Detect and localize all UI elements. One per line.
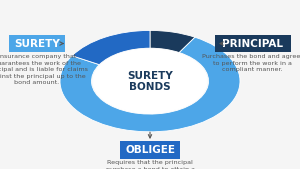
FancyBboxPatch shape [9, 35, 64, 52]
Text: Requires that the principal
purchase a bond to attain a
license or perform a ser: Requires that the principal purchase a b… [103, 160, 196, 169]
Text: Insurance company that
guarantees the work of the
principal and is liable for cl: Insurance company that guarantees the wo… [0, 54, 88, 86]
Text: SURETY: SURETY [127, 71, 173, 81]
Text: OBLIGEE: OBLIGEE [125, 145, 175, 155]
Text: Purchases the bond and agrees
to perform the work in a
compliant manner.: Purchases the bond and agrees to perform… [202, 54, 300, 72]
Text: SURETY: SURETY [14, 39, 60, 49]
FancyBboxPatch shape [214, 35, 291, 52]
Text: PRINCIPAL: PRINCIPAL [222, 39, 283, 49]
Wedge shape [60, 37, 240, 132]
Wedge shape [150, 30, 195, 53]
Circle shape [93, 49, 207, 113]
Text: BONDS: BONDS [129, 81, 171, 92]
Wedge shape [72, 30, 150, 65]
FancyBboxPatch shape [120, 141, 180, 159]
